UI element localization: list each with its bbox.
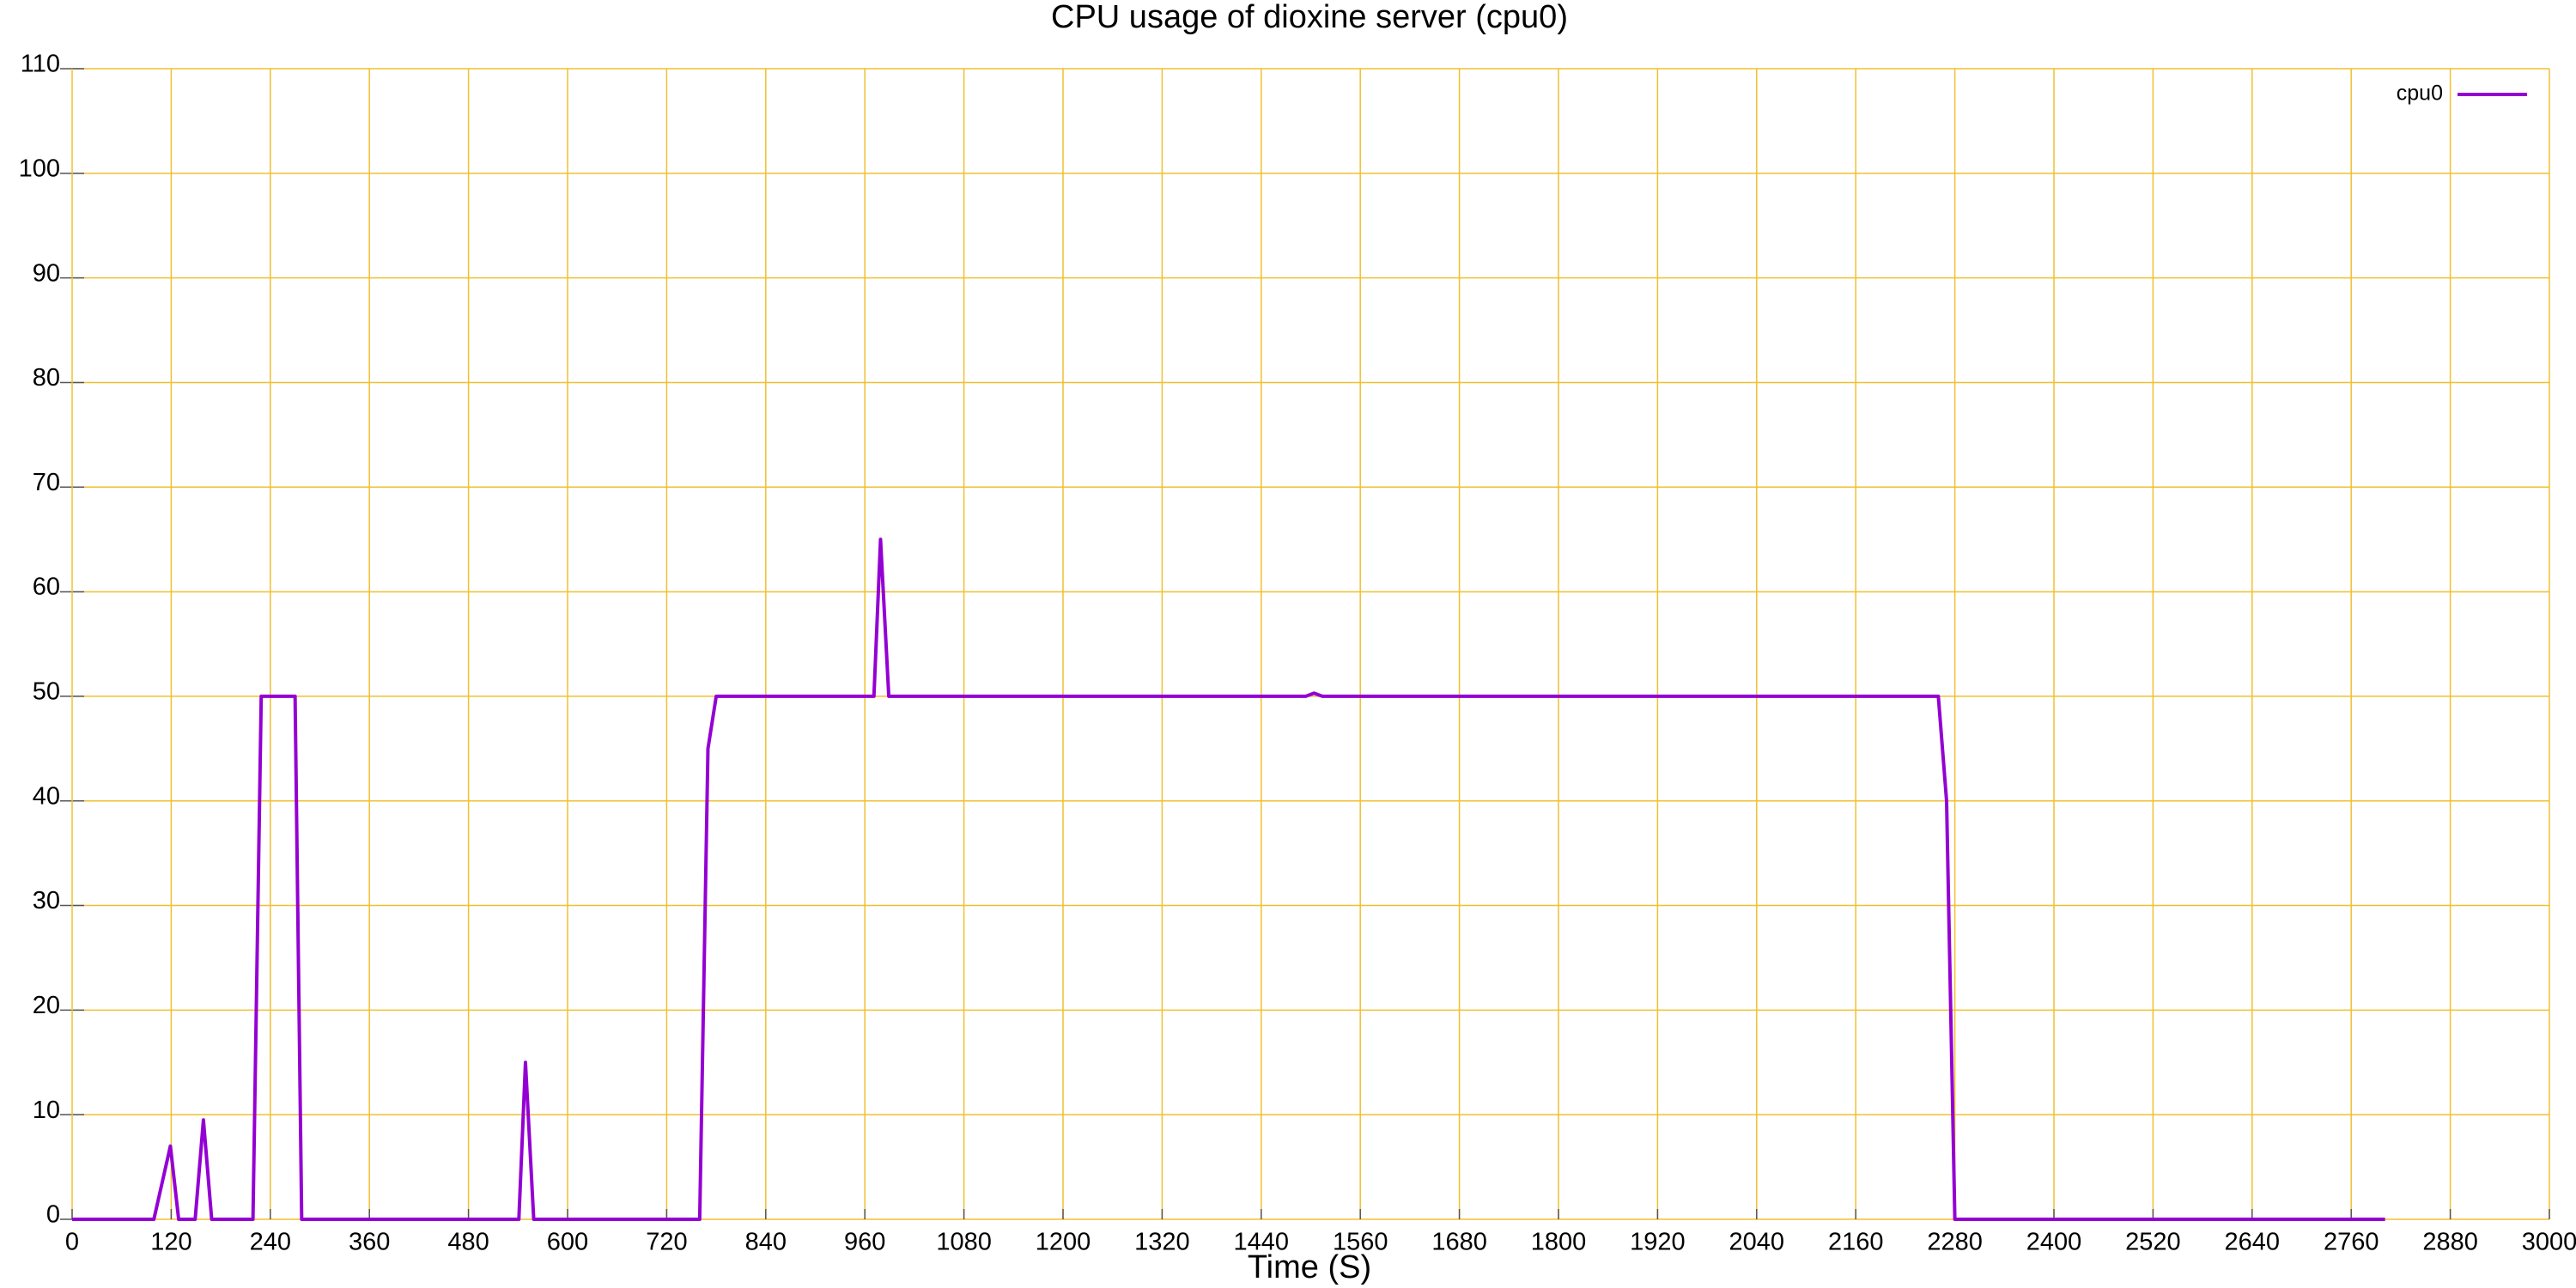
x-tick-label: 2400 — [2026, 1229, 2082, 1256]
x-tick-label: 2160 — [1828, 1229, 1884, 1256]
data-line — [72, 538, 2385, 1221]
x-tick-label: 0 — [65, 1229, 79, 1256]
x-tick-label: 840 — [745, 1229, 787, 1256]
y-tick-label: 110 — [21, 51, 60, 78]
x-tick-label: 600 — [547, 1229, 588, 1256]
y-tick-label: 40 — [33, 782, 60, 810]
legend-label: cpu0 — [2397, 82, 2443, 106]
x-tick-label: 1680 — [1431, 1229, 1487, 1256]
y-tick-label: 50 — [33, 678, 60, 706]
y-tick-label: 80 — [33, 364, 60, 392]
y-tick-label: 60 — [33, 574, 60, 601]
x-tick-label: 2760 — [2324, 1229, 2379, 1256]
x-tick-label: 1560 — [1333, 1229, 1388, 1256]
x-tick-label: 1200 — [1036, 1229, 1091, 1256]
x-tick-label: 1080 — [936, 1229, 992, 1256]
x-tick-label: 1800 — [1531, 1229, 1587, 1256]
x-tick-label: 120 — [150, 1229, 191, 1256]
x-tick-label: 1320 — [1134, 1229, 1190, 1256]
x-tick-label: 1440 — [1234, 1229, 1290, 1256]
x-tick-label: 2520 — [2125, 1229, 2181, 1256]
y-tick-label: 100 — [19, 155, 60, 182]
x-tick-label: 2880 — [2422, 1229, 2478, 1256]
y-tick-label: 30 — [33, 887, 60, 914]
x-tick-label: 240 — [250, 1229, 291, 1256]
x-tick-label: 480 — [447, 1229, 489, 1256]
x-tick-label: 1920 — [1630, 1229, 1686, 1256]
x-tick-label: 2640 — [2225, 1229, 2281, 1256]
y-tick-label: 70 — [33, 469, 60, 496]
x-tick-label: 360 — [349, 1229, 390, 1256]
x-tick-label: 2280 — [1927, 1229, 1983, 1256]
x-tick-label: 3000 — [2522, 1229, 2576, 1256]
y-tick-label: 20 — [33, 992, 60, 1019]
x-axis-label: Time (S) — [1248, 1249, 1371, 1285]
y-tick-label: 10 — [33, 1097, 60, 1124]
x-tick-label: 960 — [844, 1229, 885, 1256]
x-tick-label: 2040 — [1729, 1229, 1785, 1256]
chart-title: CPU usage of dioxine server (cpu0) — [1051, 0, 1568, 35]
x-tick-label: 720 — [646, 1229, 687, 1256]
y-tick-label: 0 — [46, 1201, 60, 1229]
y-tick-label: 90 — [33, 259, 60, 287]
